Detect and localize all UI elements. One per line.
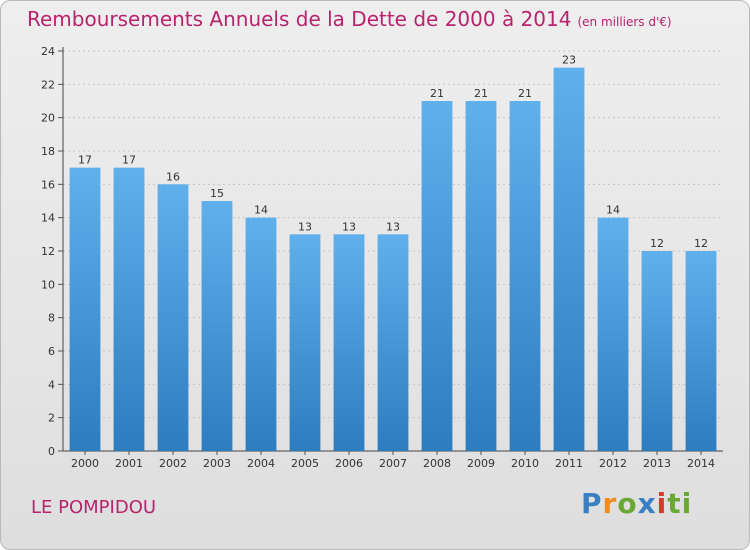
logo-letter: o [617, 487, 638, 520]
proxiti-logo: Proxiti [581, 487, 692, 520]
data-label: 17 [122, 154, 136, 167]
data-label: 17 [78, 154, 92, 167]
bar [201, 201, 233, 451]
x-tick-label: 2007 [379, 457, 407, 470]
bar [333, 234, 365, 451]
x-tick-label: 2000 [71, 457, 99, 470]
bar [509, 101, 541, 451]
bar [641, 251, 673, 451]
bar [157, 184, 189, 452]
y-tick-label: 20 [41, 112, 55, 125]
data-label: 21 [518, 87, 532, 100]
logo-letter: x [637, 487, 657, 520]
bar [245, 217, 277, 451]
bar [69, 167, 101, 451]
bar [597, 217, 629, 451]
y-tick-label: 22 [41, 78, 55, 91]
y-tick-label: 24 [41, 45, 55, 58]
y-tick-label: 4 [48, 378, 55, 391]
x-tick-label: 2004 [247, 457, 275, 470]
data-label: 23 [562, 54, 576, 67]
data-label: 15 [210, 187, 224, 200]
y-tick-label: 14 [41, 212, 55, 225]
x-tick-label: 2006 [335, 457, 363, 470]
y-tick-label: 0 [48, 445, 55, 458]
data-label: 12 [694, 237, 708, 250]
data-label: 13 [386, 220, 400, 233]
x-tick-label: 2010 [511, 457, 539, 470]
x-tick-label: 2008 [423, 457, 451, 470]
y-tick-label: 10 [41, 278, 55, 291]
logo-letter: r [602, 487, 618, 520]
data-label: 13 [342, 220, 356, 233]
y-tick-label: 12 [41, 245, 55, 258]
bar [289, 234, 321, 451]
data-label: 12 [650, 237, 664, 250]
commune-name: LE POMPIDOU [31, 497, 157, 518]
x-tick-label: 2014 [687, 457, 715, 470]
logo-letter: P [581, 487, 603, 520]
data-label: 14 [606, 204, 620, 217]
x-tick-label: 2012 [599, 457, 627, 470]
data-label: 21 [474, 87, 488, 100]
x-tick-label: 2005 [291, 457, 319, 470]
y-tick-label: 8 [48, 312, 55, 325]
x-tick-label: 2009 [467, 457, 495, 470]
logo-letter: i [656, 487, 668, 520]
data-label: 21 [430, 87, 444, 100]
bar [421, 101, 453, 451]
bar [685, 251, 717, 451]
y-tick-label: 2 [48, 412, 55, 425]
data-label: 13 [298, 220, 312, 233]
data-label: 14 [254, 204, 268, 217]
chart-title: Remboursements Annuels de la Dette de 20… [27, 7, 672, 31]
chart-subtitle: (en milliers d'€) [577, 15, 672, 29]
x-tick-label: 2013 [643, 457, 671, 470]
bar [553, 67, 585, 452]
x-tick-label: 2001 [115, 457, 143, 470]
x-tick-label: 2011 [555, 457, 583, 470]
bar [377, 234, 409, 451]
data-label: 16 [166, 170, 180, 183]
logo-letter: ti [667, 487, 693, 520]
y-tick-label: 6 [48, 345, 55, 358]
x-tick-label: 2002 [159, 457, 187, 470]
bar [113, 167, 145, 451]
bar [465, 101, 497, 451]
y-tick-label: 18 [41, 145, 55, 158]
chart-title-text: Remboursements Annuels de la Dette de 20… [27, 7, 572, 31]
x-tick-label: 2003 [203, 457, 231, 470]
y-tick-label: 16 [41, 178, 55, 191]
